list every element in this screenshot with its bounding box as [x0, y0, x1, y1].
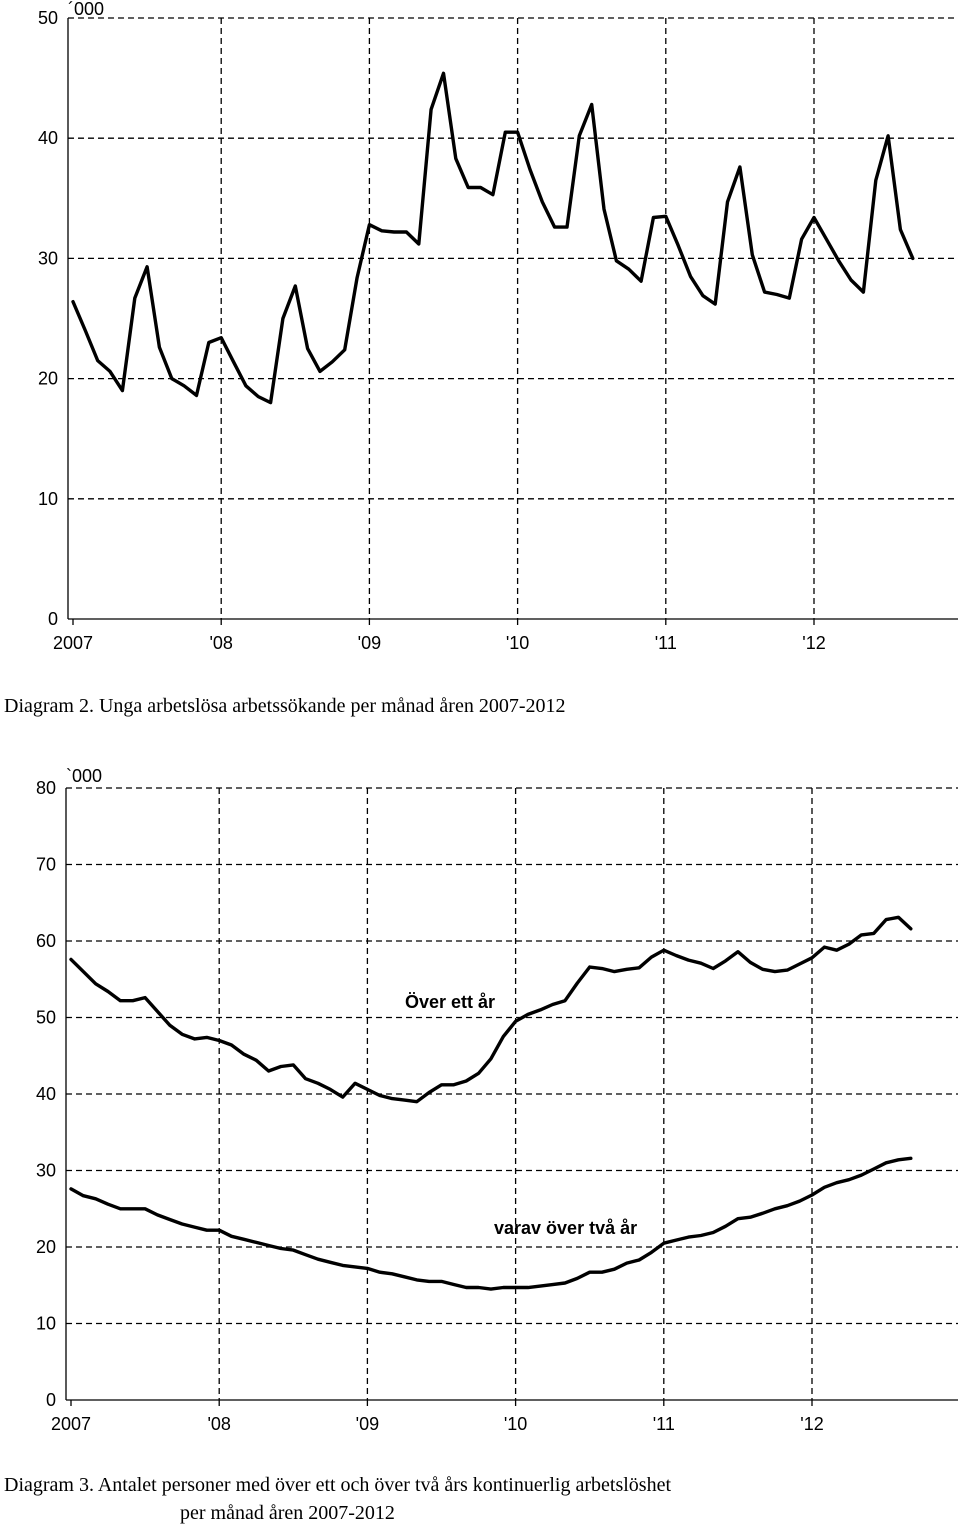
chart2-ytick-0: 0: [46, 1390, 56, 1410]
chart2-ytick-50: 50: [36, 1008, 56, 1028]
chart1-ytick-40: 40: [38, 128, 58, 148]
chart1-xtick-2: '09: [358, 633, 381, 653]
chart1-xtick-4: '11: [655, 633, 677, 653]
chart2-ytick-60: 60: [36, 931, 56, 951]
chart1-xtick-3: '10: [506, 633, 529, 653]
chart2-unit-label: `000: [66, 766, 102, 786]
chart1-xtick-5: '12: [802, 633, 825, 653]
chart1-ytick-20: 20: [38, 369, 58, 389]
chart1-xtick-1: '08: [209, 633, 232, 653]
chart2-xtick-4: '11: [653, 1414, 675, 1434]
chart2-xtick-0: 2007: [51, 1414, 91, 1434]
chart2-caption-line1: Diagram 3. Antalet personer med över ett…: [4, 1474, 671, 1496]
chart2-series-line-1: [69, 1156, 913, 1291]
chart2-ytick-10: 10: [36, 1314, 56, 1334]
chart1-gridlines: [68, 17, 958, 619]
series-label-over-ett-ar: Över ett år: [405, 992, 495, 1012]
chart2-y-tick-labels: 0 10 20 30 40 50 60 70 80: [36, 778, 56, 1410]
chart1-ytick-0: 0: [48, 609, 58, 629]
chart1-ytick-10: 10: [38, 489, 58, 509]
chart1-series-line-0: [71, 71, 915, 405]
chart1-xtick-0: 2007: [53, 633, 93, 653]
chart2-ytick-20: 20: [36, 1237, 56, 1257]
chart2-ytick-30: 30: [36, 1161, 56, 1181]
chart1-ytick-30: 30: [38, 248, 58, 268]
chart2-xtick-3: '10: [504, 1414, 527, 1434]
chart2-caption-line2: per månad åren 2007-2012: [180, 1502, 395, 1524]
chart2-xtick-5: '12: [800, 1414, 823, 1434]
chart-langtidsarbetslosa: 0 10 20 30 40 50 60 70 80 2007 '08 '09 '10 '11 '12 `0…: [4, 766, 958, 1524]
chart2-x-tick-labels: 2007 '08 '09 '10 '11 '12: [51, 1414, 824, 1434]
series-label-varav-over-tva-ar: varav över två år: [494, 1218, 637, 1238]
chart2-xtick-2: '09: [356, 1414, 379, 1434]
chart1-caption: Diagram 2. Unga arbetslösa arbetssökande…: [4, 695, 565, 717]
chart1-series: [71, 71, 915, 405]
chart2-gridlines: [66, 787, 958, 1400]
chart1-x-tick-labels: 2007 '08 '09 '10 '11 '12: [53, 633, 826, 653]
chart1-y-tick-labels: 0 10 20 30 40 50: [38, 8, 58, 629]
chart2-axes: [65, 788, 958, 1406]
chart1-axes: [67, 18, 958, 625]
chart2-ytick-70: 70: [36, 855, 56, 875]
chart2-series-line-0: [69, 915, 913, 1104]
chart-unga-arbetslosa: 0 10 20 30 40 50 2007 '08 '09 '10 '11 '12 ´000 Dia…: [4, 0, 958, 717]
chart1-ytick-50: 50: [38, 8, 58, 28]
chart2-ytick-40: 40: [36, 1084, 56, 1104]
chart1-unit-label: ´000: [68, 0, 104, 19]
chart2-xtick-1: '08: [207, 1414, 230, 1434]
chart2-series: [69, 915, 913, 1291]
chart2-ytick-80: 80: [36, 778, 56, 798]
